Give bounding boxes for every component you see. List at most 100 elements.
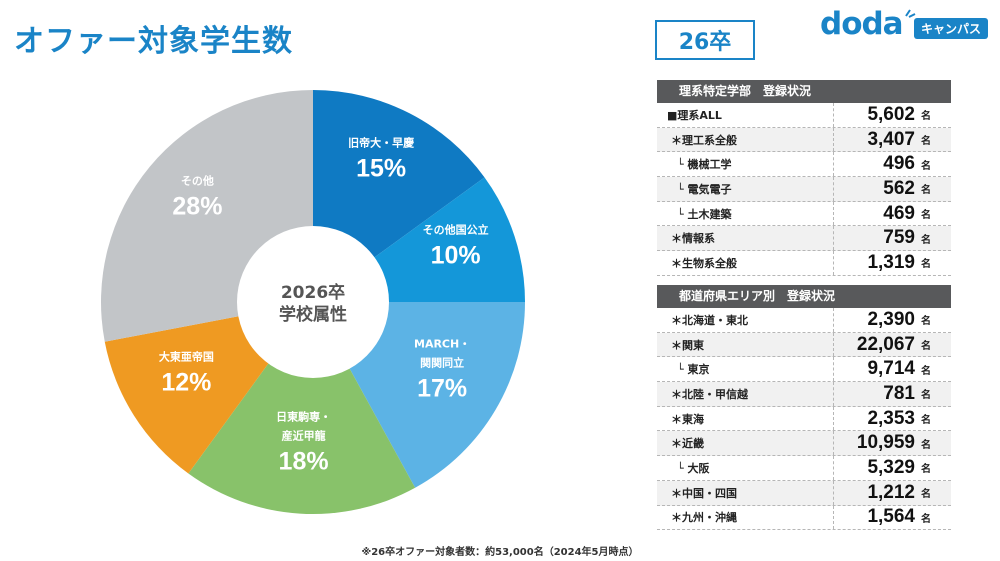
area-registration-table: 都道府県エリア別 登録状況 ＊北海道・東北 2,390 名＊関東 22,067 名 └ 東京…: [657, 285, 951, 531]
column-divider: [833, 103, 834, 127]
table-row: └ 電気電子 562 名: [657, 177, 951, 202]
pie-slice-label: その他: [181, 173, 214, 187]
pie-slice-label: 大東亜帝国: [159, 349, 214, 363]
table-header: 理系特定学部 登録状況: [657, 80, 951, 103]
row-value: 1,319: [867, 251, 915, 273]
table-row: ＊近畿 10,959 名: [657, 431, 951, 457]
row-label: ＊中国・四国: [671, 486, 737, 500]
row-label: └ 機械工学: [677, 158, 732, 172]
row-label: ＊九州・沖縄: [671, 511, 737, 525]
row-label: └ 電気電子: [677, 182, 732, 196]
pie-slice-percent: 28%: [172, 192, 222, 220]
table-row: ＊中国・四国 1,212 名: [657, 480, 951, 506]
row-value: 496: [883, 153, 915, 175]
row-value: 3,407: [867, 128, 915, 150]
row-unit: 名: [921, 489, 931, 501]
column-divider: [833, 480, 834, 505]
row-value: 10,959: [856, 432, 915, 454]
column-divider: [833, 201, 834, 226]
table-header: 都道府県エリア別 登録状況: [657, 285, 951, 308]
column-divider: [833, 431, 834, 456]
pie-slice: [188, 302, 416, 514]
row-value: 5,602: [867, 103, 915, 125]
row-label: ＊北海道・東北: [671, 313, 748, 327]
logo-sub-badge: キャンパス: [914, 18, 989, 39]
page-title: オファー対象学生数: [14, 24, 293, 59]
table-row: └ 土木建築 469 名: [657, 201, 951, 227]
row-value: 1,564: [867, 506, 915, 528]
science-faculty-table: 理系特定学部 登録状況 ■理系ALL 5,602 名＊理工系全般 3,407 名 └ 機械工…: [657, 80, 951, 276]
pie-slice-percent: 12%: [161, 368, 211, 396]
pie-slice-label: その他国公立: [423, 223, 489, 237]
row-unit: 名: [921, 513, 931, 525]
sparkle-icon: [905, 9, 916, 18]
table-row: ＊九州・沖縄 1,564 名: [657, 505, 951, 531]
column-divider: [833, 308, 834, 332]
year-badge: 26卒: [655, 20, 755, 60]
row-unit: 名: [921, 210, 931, 222]
pie-slice-percent: 17%: [417, 374, 467, 402]
pie-slice-label: MARCH・: [414, 337, 470, 350]
row-value: 2,353: [867, 407, 915, 429]
column-divider: [833, 456, 834, 480]
row-label: └ 土木建築: [677, 207, 732, 221]
row-unit: 名: [921, 111, 931, 123]
pie-slice-label: 産近甲龍: [282, 429, 326, 443]
row-unit: 名: [921, 390, 931, 402]
table-row: └ 東京 9,714 名: [657, 357, 951, 383]
row-value: 5,329: [867, 456, 915, 478]
row-value: 781: [883, 382, 915, 404]
column-divider: [833, 251, 834, 275]
column-divider: [833, 357, 834, 382]
pie-slice-percent: 10%: [431, 242, 481, 270]
row-value: 22,067: [856, 333, 915, 355]
table-row: ＊情報系 759 名: [657, 226, 951, 252]
column-divider: [833, 177, 834, 201]
column-divider: [833, 152, 834, 177]
row-value: 562: [883, 177, 915, 199]
row-unit: 名: [921, 415, 931, 427]
row-label: ＊近畿: [671, 437, 704, 451]
row-value: 9,714: [867, 358, 915, 380]
row-value: 1,212: [867, 481, 915, 503]
row-label: ＊関東: [671, 338, 704, 352]
row-unit: 名: [921, 160, 931, 172]
table-row: └ 機械工学 496 名: [657, 152, 951, 178]
table-row: ＊理工系全般 3,407 名: [657, 127, 951, 153]
table-row: ＊北陸・甲信越 781 名: [657, 382, 951, 407]
row-label: ＊情報系: [671, 232, 715, 246]
row-label: ＊東海: [671, 412, 704, 426]
column-divider: [833, 332, 834, 357]
row-unit: 名: [921, 234, 931, 246]
row-label: ＊理工系全般: [671, 133, 737, 147]
row-unit: 名: [921, 136, 931, 148]
pie-center-label: 2026卒: [281, 282, 345, 303]
table-row: ＊北海道・東北 2,390 名: [657, 308, 951, 333]
row-label: ＊北陸・甲信越: [671, 387, 748, 401]
table-row: ＊関東 22,067 名: [657, 332, 951, 358]
column-divider: [833, 382, 834, 406]
column-divider: [833, 226, 834, 251]
row-label: ■理系ALL: [667, 108, 722, 122]
row-unit: 名: [921, 464, 931, 476]
row-unit: 名: [921, 341, 931, 353]
row-value: 469: [883, 202, 915, 224]
row-unit: 名: [921, 439, 931, 451]
row-unit: 名: [921, 259, 931, 271]
row-label: └ 東京: [677, 363, 710, 377]
pie-slice-percent: 15%: [356, 154, 406, 182]
column-divider: [833, 505, 834, 530]
logo-text: doda: [820, 6, 904, 42]
row-value: 2,390: [867, 308, 915, 330]
school-attribute-pie-chart: 旧帝大・早慶 15% その他国公立 10% MARCH・関関同立 17% 日東駒専・産近甲龍…: [100, 90, 525, 514]
row-unit: 名: [921, 185, 931, 197]
table-row: ＊東海 2,353 名: [657, 406, 951, 432]
doda-campus-logo: doda キャンパス: [820, 6, 998, 46]
row-unit: 名: [921, 365, 931, 377]
row-label: └ 大阪: [677, 461, 710, 475]
table-row: └ 大阪 5,329 名: [657, 456, 951, 481]
footnote: ※26卒オファー対象者数：約53,000名（2024年5月時点）: [361, 547, 639, 558]
column-divider: [833, 127, 834, 152]
table-row: ＊生物系全般 1,319 名: [657, 251, 951, 276]
pie-slice-label: 旧帝大・早慶: [348, 135, 414, 149]
